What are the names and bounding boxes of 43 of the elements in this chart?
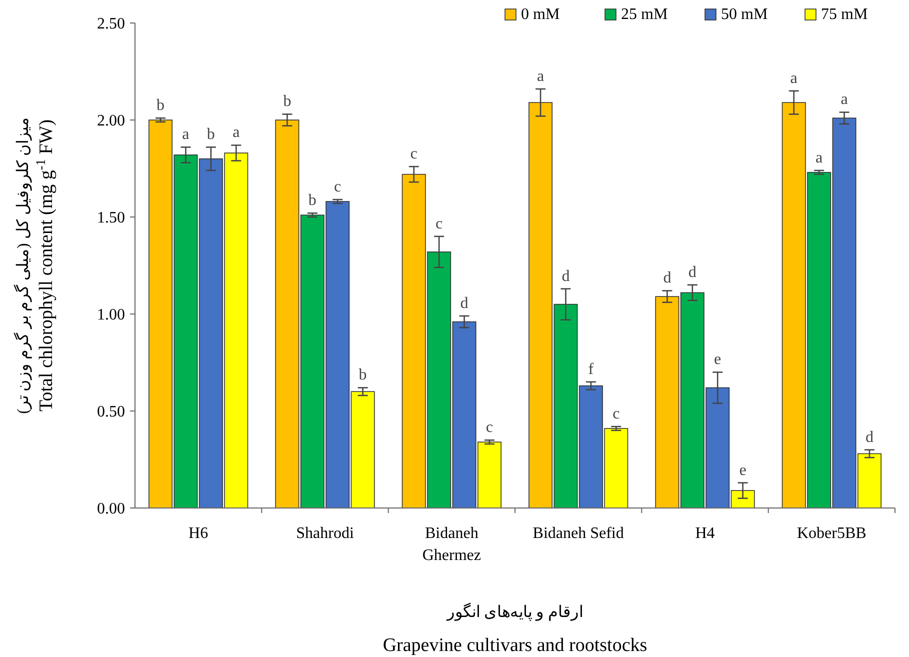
text: میزان کلروفیل کل (میلی گرم بر گرم وزن تر) xyxy=(13,117,32,414)
legend-label: 75 mM xyxy=(821,6,868,23)
data-label: c xyxy=(334,178,342,196)
legend-label: 25 mM xyxy=(621,6,668,23)
x-tick-label: Kober5BB xyxy=(797,525,866,542)
legend-label: 50 mM xyxy=(721,6,768,23)
y-tick-label: 0.00 xyxy=(97,500,125,518)
data-label: c xyxy=(436,215,443,232)
data-label: d xyxy=(688,264,696,281)
data-label: c xyxy=(410,146,418,163)
data-label: f xyxy=(588,360,594,378)
y-tick-label: 1.50 xyxy=(97,210,125,227)
y-tick-label: 2.00 xyxy=(97,112,125,130)
x-axis-title: Grapevine cultivars and rootstocks xyxy=(382,635,648,656)
data-label: b xyxy=(206,126,215,144)
y-tick-label: 0.50 xyxy=(97,404,125,421)
data-label: a xyxy=(232,124,240,142)
data-label: a xyxy=(840,91,848,108)
data-label: a xyxy=(790,70,798,87)
data-label: a xyxy=(816,149,823,166)
data-label: b xyxy=(358,366,367,384)
data-label: d xyxy=(562,268,570,285)
data-label: b xyxy=(156,97,165,114)
y-tick-label: 2.50 xyxy=(97,16,125,33)
y-tick-label: 1.00 xyxy=(97,306,125,324)
data-label: e xyxy=(739,462,746,479)
data-label: b xyxy=(308,192,316,210)
x-tick-label: Shahrodi xyxy=(296,525,354,542)
data-label: d xyxy=(663,270,672,287)
text: ارقام و پایه‌های انگور xyxy=(446,602,583,621)
x-tick-label: Bidaneh Ghermez xyxy=(422,525,481,564)
legend-label: 0 mM xyxy=(521,6,560,23)
x-tick-label: H6 xyxy=(188,525,208,542)
x-tick-label: Bidaneh Sefid xyxy=(532,525,624,542)
data-label: a xyxy=(182,126,190,144)
data-label: c xyxy=(612,406,620,423)
x-tick-label: H4 xyxy=(695,525,715,542)
data-label: e xyxy=(714,351,722,368)
data-label: a xyxy=(536,68,544,85)
data-label: d xyxy=(460,294,468,312)
data-label: b xyxy=(283,93,292,110)
data-label: c xyxy=(486,419,494,436)
data-label: d xyxy=(865,428,874,446)
